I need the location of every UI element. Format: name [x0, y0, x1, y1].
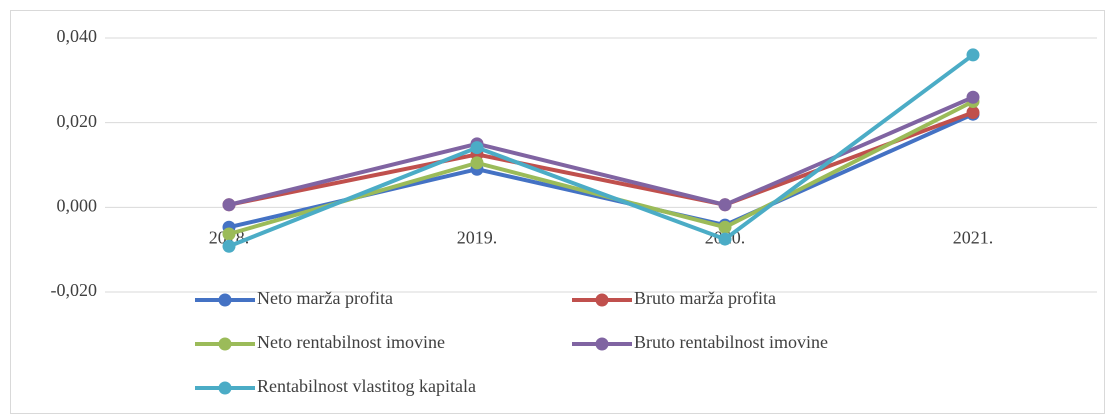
data-point	[966, 48, 980, 62]
data-point	[222, 239, 236, 253]
legend-item: Bruto marža profita	[572, 288, 776, 308]
legend-marker	[595, 293, 609, 307]
legend-label: Neto marža profita	[257, 288, 393, 308]
data-point	[966, 106, 980, 120]
data-point	[966, 90, 980, 104]
y-tick-label: 0,040	[57, 26, 98, 46]
x-tick-label: 2019.	[457, 227, 498, 247]
legend-item: Bruto rentabilnost imovine	[572, 332, 828, 352]
y-tick-label: -0,020	[51, 280, 98, 300]
legend-label: Rentabilnost vlastitog kapitala	[257, 376, 476, 396]
series-line	[228, 95, 974, 207]
legend-label: Bruto marža profita	[634, 288, 776, 308]
legend-item: Neto marža profita	[195, 288, 393, 308]
x-tick-label: 2021.	[953, 227, 994, 247]
legend-label: Neto rentabilnost imovine	[257, 332, 445, 352]
series-line	[228, 110, 974, 207]
legend-item: Rentabilnost vlastitog kapitala	[195, 376, 476, 396]
data-point	[470, 141, 484, 155]
data-point	[222, 198, 236, 212]
data-point	[222, 227, 236, 241]
series-line	[228, 53, 975, 249]
data-point	[470, 156, 484, 170]
y-tick-label: 0,000	[57, 195, 98, 215]
legend-label: Bruto rentabilnost imovine	[634, 332, 828, 352]
chart-border	[10, 10, 1105, 414]
data-point	[718, 232, 732, 246]
data-point	[718, 220, 732, 234]
legend-marker	[218, 337, 232, 351]
data-point	[718, 198, 732, 212]
y-tick-label: 0,020	[57, 111, 98, 131]
legend-marker	[218, 381, 232, 395]
legend-marker	[595, 337, 609, 351]
legend-marker	[218, 293, 232, 307]
legend-item: Neto rentabilnost imovine	[195, 332, 445, 352]
